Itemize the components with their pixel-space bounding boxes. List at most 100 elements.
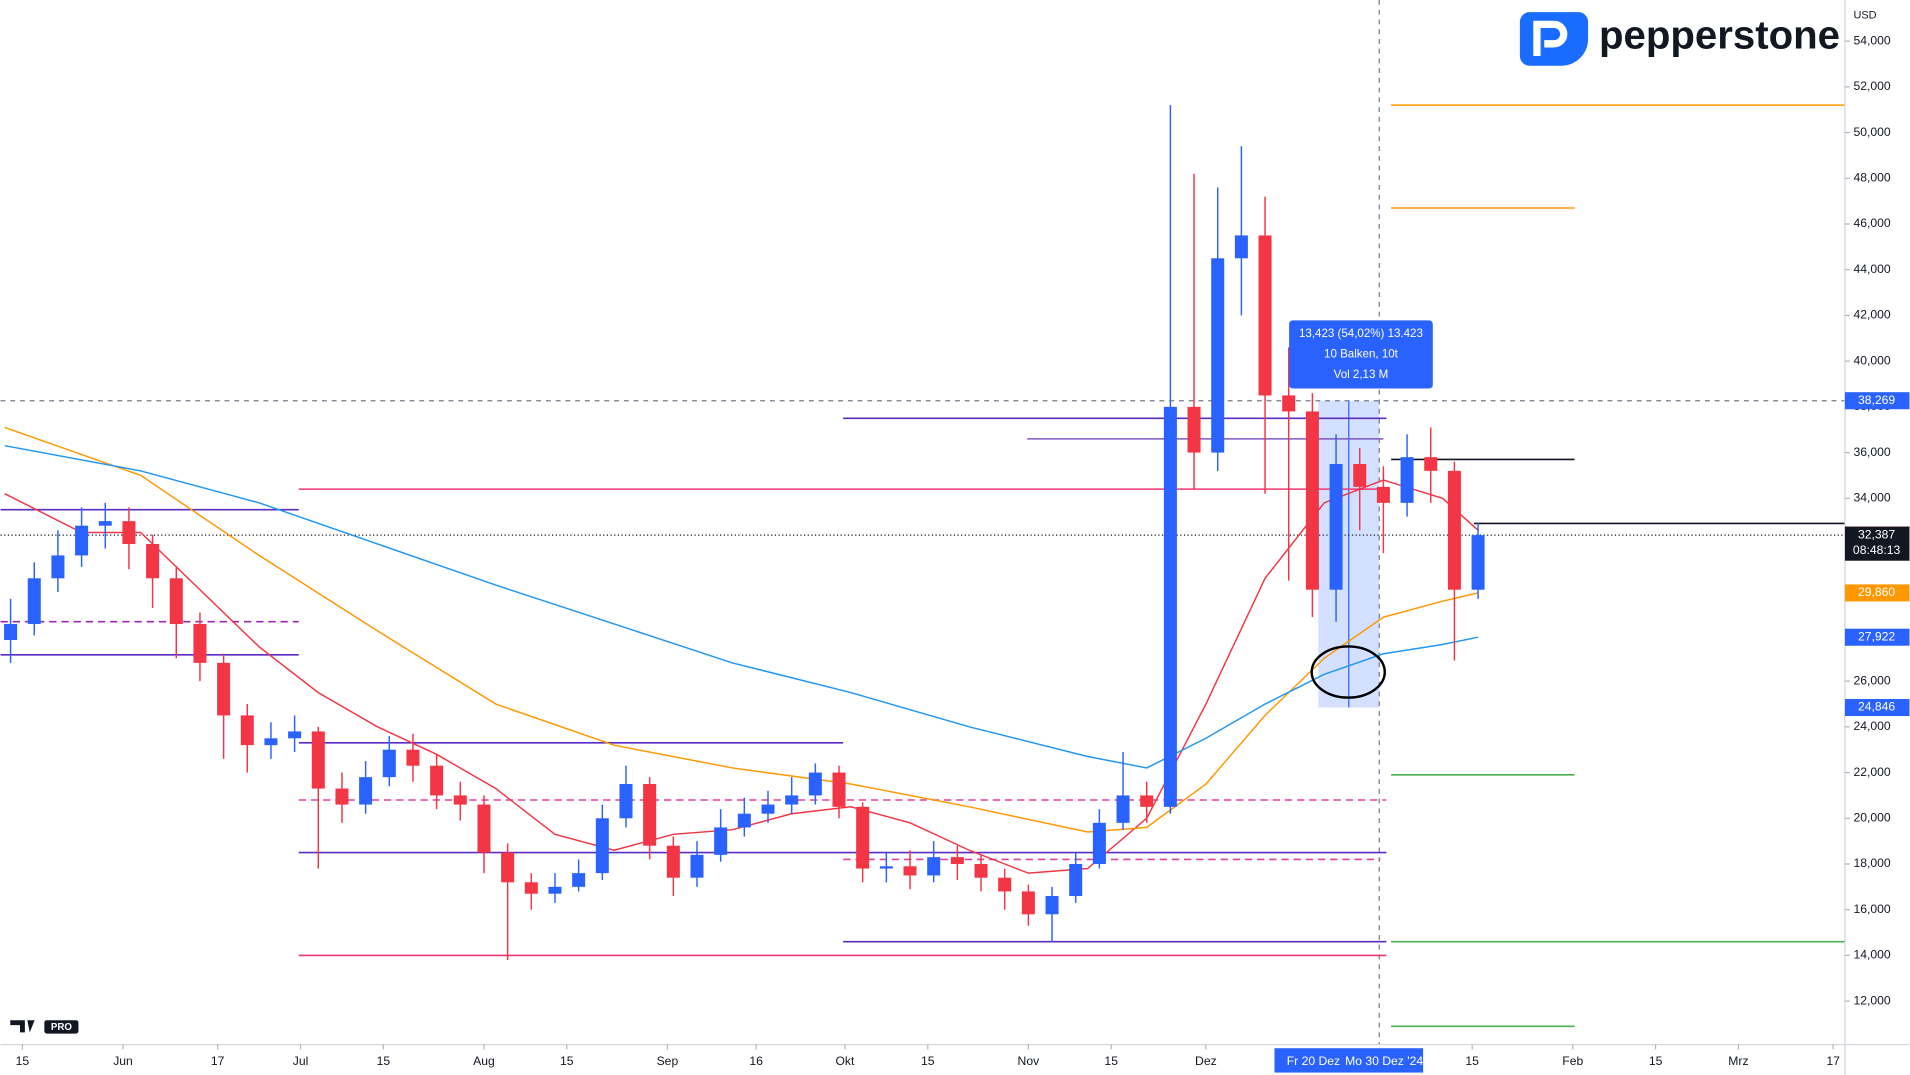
candle-body bbox=[1471, 535, 1485, 590]
x-tick-label: 15 bbox=[560, 1054, 574, 1068]
price-label: 24,846 bbox=[1858, 700, 1895, 714]
badge: PRO bbox=[51, 1022, 73, 1033]
y-tick-label: 42,000 bbox=[1853, 308, 1890, 322]
logo: pepperstone bbox=[1519, 12, 1840, 66]
x-tick-label: Nov bbox=[1018, 1054, 1041, 1068]
x-tick-label: Dez bbox=[1195, 1054, 1217, 1068]
candle-body bbox=[1187, 406, 1201, 453]
candle-body bbox=[1116, 795, 1130, 823]
tv-logo bbox=[10, 1020, 35, 1033]
price-label-bg bbox=[1844, 526, 1910, 561]
price-label: 38,269 bbox=[1858, 393, 1895, 407]
candle-body bbox=[1069, 863, 1083, 896]
candle-body bbox=[1305, 411, 1319, 590]
price-label-bg bbox=[1844, 392, 1910, 410]
candle-body bbox=[643, 783, 657, 846]
price-label: 27,922 bbox=[1858, 629, 1895, 643]
price-label: 29,860 bbox=[1858, 585, 1895, 599]
y-tick-label: 46,000 bbox=[1853, 216, 1890, 230]
candle-body bbox=[879, 866, 893, 869]
candle-body bbox=[98, 521, 112, 526]
candle-body bbox=[1329, 463, 1343, 590]
candle-body bbox=[1282, 395, 1296, 412]
currency: USD bbox=[1853, 10, 1876, 22]
candle-body bbox=[311, 731, 325, 789]
y-tick-label: 24,000 bbox=[1853, 719, 1890, 733]
y-tick-label: 16,000 bbox=[1853, 902, 1890, 916]
candle-body bbox=[1234, 235, 1248, 259]
y-tick-label: 18,000 bbox=[1853, 856, 1890, 870]
candle-body bbox=[406, 749, 420, 766]
candle-body bbox=[1447, 470, 1461, 590]
candle-body bbox=[240, 715, 254, 746]
x-tick-label: Feb bbox=[1562, 1054, 1583, 1068]
y-tick-label: 48,000 bbox=[1853, 171, 1890, 185]
countdown: 08:48:13 bbox=[1853, 543, 1901, 557]
candle-body bbox=[382, 749, 396, 778]
x-tick-label: 15 bbox=[1465, 1054, 1479, 1068]
candle-body bbox=[950, 857, 964, 864]
x-tick-label: 17 bbox=[211, 1054, 225, 1068]
candle-body bbox=[453, 795, 467, 805]
y-tick-label: 22,000 bbox=[1853, 765, 1890, 779]
candle-body bbox=[1400, 457, 1414, 503]
candle-body bbox=[193, 623, 207, 663]
candle-body bbox=[501, 852, 515, 883]
candle-body bbox=[998, 877, 1012, 892]
candle-body bbox=[690, 854, 704, 878]
candle-body bbox=[75, 525, 89, 556]
price-label-bg bbox=[1844, 698, 1910, 717]
y-tick-label: 54,000 bbox=[1853, 33, 1890, 47]
candle-body bbox=[1021, 891, 1035, 915]
price-label: 32,387 bbox=[1858, 527, 1895, 541]
x-tick-label: 15 bbox=[1104, 1054, 1118, 1068]
x-tick-label: Sep bbox=[657, 1054, 679, 1068]
candle-body bbox=[974, 863, 988, 878]
logo-p bbox=[1533, 20, 1568, 57]
candle-body bbox=[169, 578, 183, 624]
moving-average bbox=[4, 426, 1479, 833]
candle-body bbox=[477, 804, 491, 853]
y-tick-label: 14,000 bbox=[1853, 948, 1890, 962]
x-tick-label: 16 bbox=[749, 1054, 763, 1068]
candle-body bbox=[1211, 258, 1225, 453]
y-tick-label: 36,000 bbox=[1853, 445, 1890, 459]
x-tick-label: Jun bbox=[113, 1054, 133, 1068]
candle-body bbox=[264, 738, 278, 746]
candle-body bbox=[4, 623, 18, 640]
candle-body bbox=[1045, 895, 1059, 915]
candle-body bbox=[51, 555, 65, 579]
candle-body bbox=[524, 882, 538, 894]
candle-body bbox=[572, 873, 586, 887]
candle-body bbox=[808, 772, 822, 796]
y-tick-label: 20,000 bbox=[1853, 810, 1890, 824]
x-tick-label: 15 bbox=[377, 1054, 391, 1068]
y-tick-label: 40,000 bbox=[1853, 353, 1890, 367]
y-tick-label: 44,000 bbox=[1853, 262, 1890, 276]
x-tick-label: Jul bbox=[293, 1054, 309, 1068]
y-tick-label: 50,000 bbox=[1853, 125, 1890, 139]
tv-badge: PRO bbox=[10, 1020, 79, 1034]
candle-body bbox=[430, 765, 444, 796]
candle-body bbox=[1353, 463, 1367, 487]
measure-text: Vol 2,13 M bbox=[1334, 369, 1389, 381]
candle-body bbox=[1376, 486, 1390, 503]
badge-bg bbox=[44, 1020, 79, 1034]
price-label-bg bbox=[1844, 628, 1910, 646]
candle-body bbox=[359, 777, 373, 805]
candle-body bbox=[927, 857, 941, 876]
candle-body bbox=[27, 578, 41, 624]
candle-body bbox=[1424, 457, 1438, 471]
x-tick-label: Mrz bbox=[1728, 1054, 1748, 1068]
candle-body bbox=[832, 772, 846, 807]
highlight-ellipse bbox=[1310, 645, 1386, 699]
candle-body bbox=[1258, 235, 1272, 396]
candle-body bbox=[595, 818, 609, 874]
price-label-bg bbox=[1844, 584, 1910, 602]
y-tick-label: 12,000 bbox=[1853, 993, 1890, 1007]
candle-body bbox=[903, 866, 917, 876]
measure-text: 10 Balken, 10t bbox=[1324, 348, 1399, 360]
